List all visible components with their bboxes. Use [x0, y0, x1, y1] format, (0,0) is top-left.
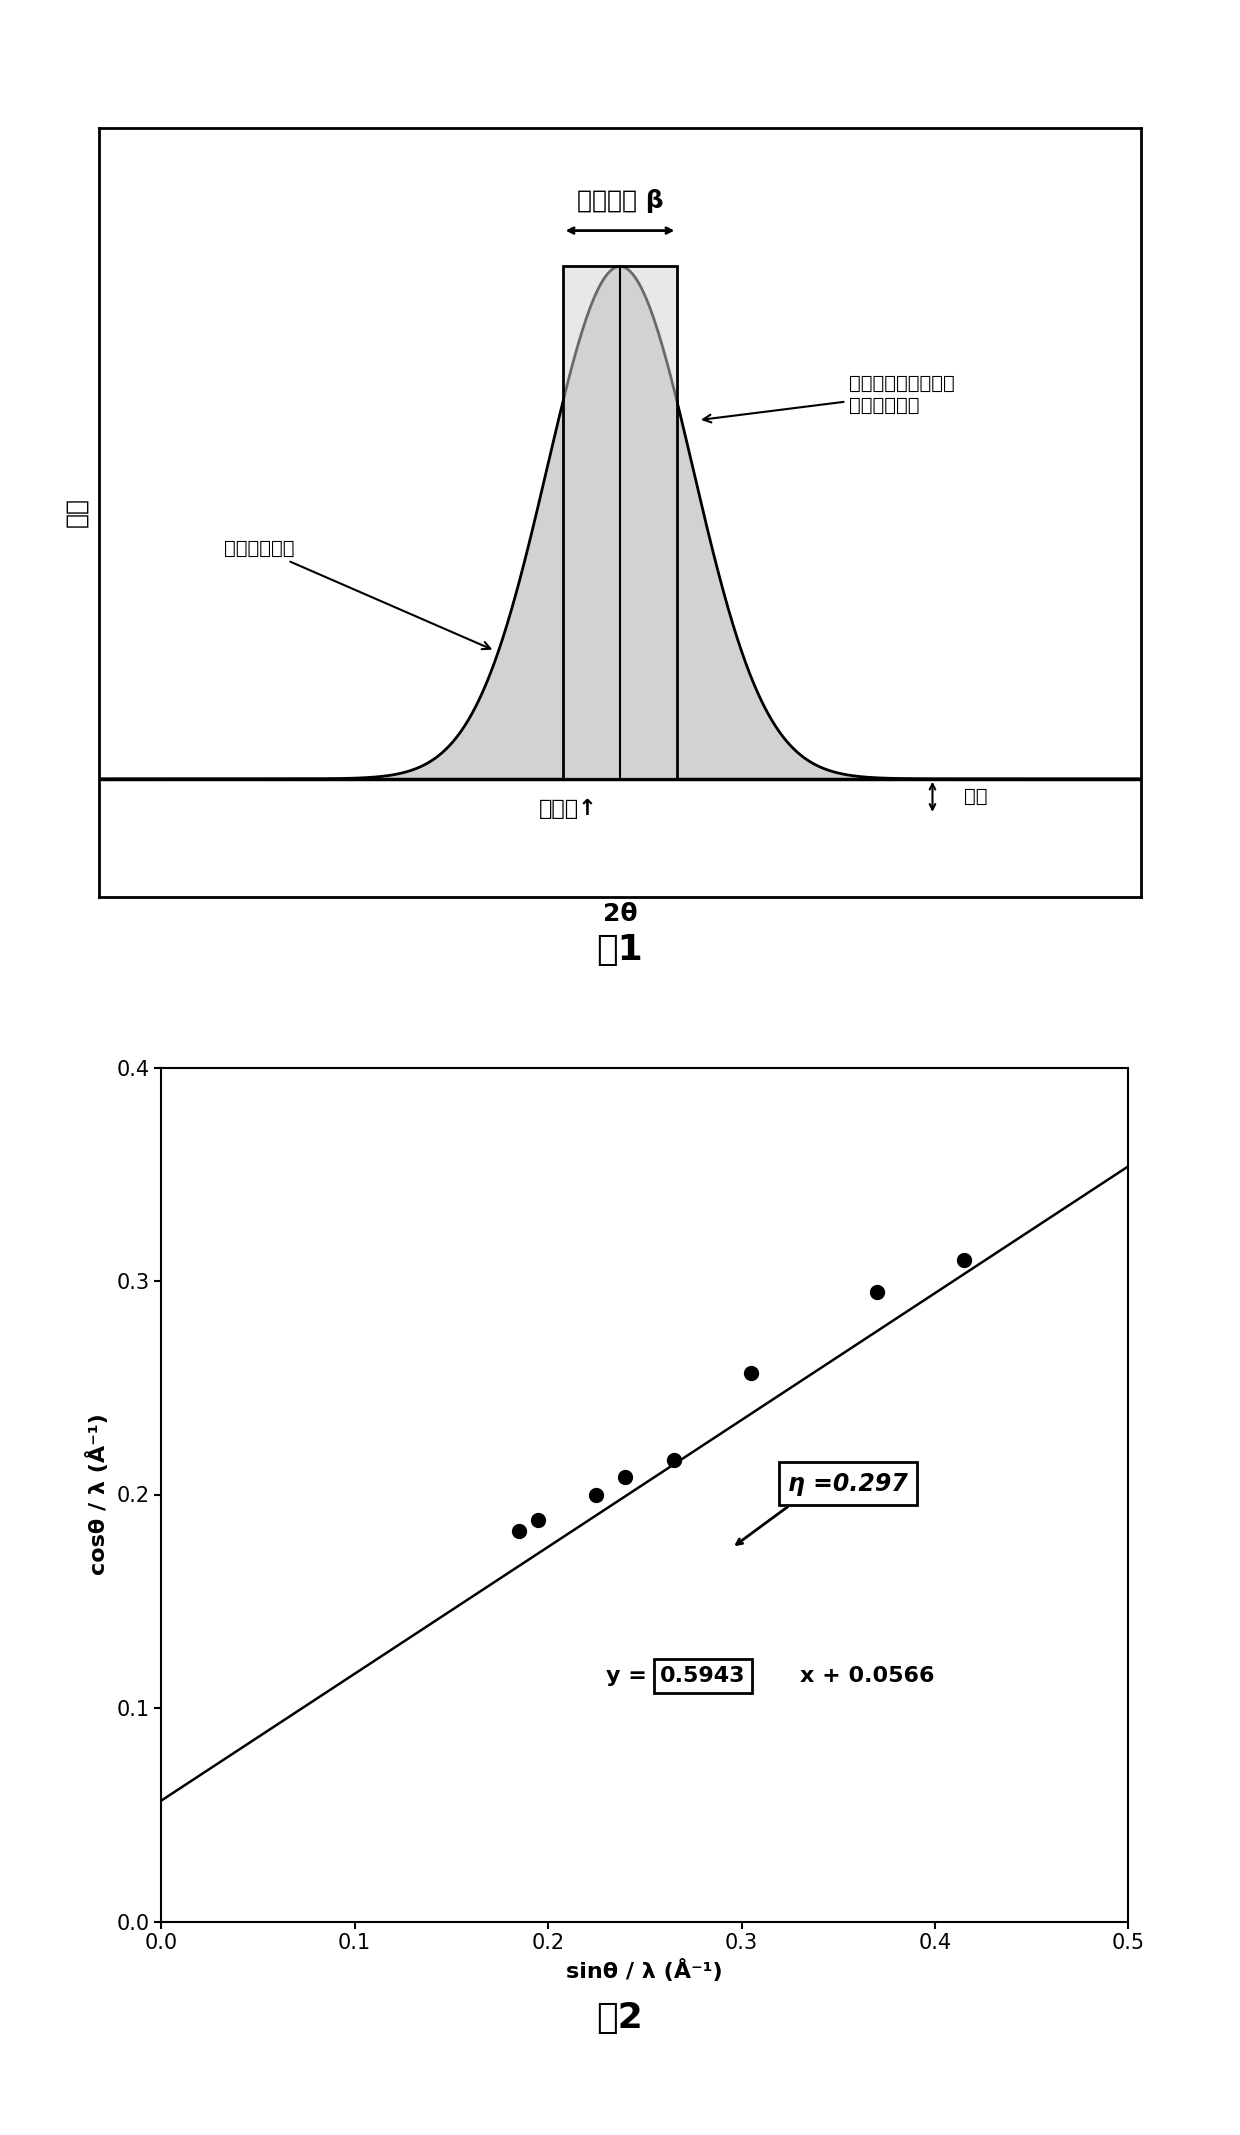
Text: 背景: 背景 — [963, 788, 987, 807]
Bar — [563, 267, 677, 779]
Text: 图2: 图2 — [596, 2000, 644, 2035]
Point — [954, 1243, 973, 1277]
Bar — [563, 267, 677, 779]
Text: 测定峰、面积和高度
相同的长方形: 测定峰、面积和高度 相同的长方形 — [703, 374, 955, 423]
Y-axis label: 强度: 强度 — [64, 497, 88, 527]
Text: x + 0.0566: x + 0.0566 — [800, 1665, 934, 1687]
Point — [867, 1275, 887, 1309]
Text: 0.5943: 0.5943 — [660, 1665, 745, 1687]
Text: 积分宽度 β: 积分宽度 β — [577, 188, 663, 214]
Point — [663, 1443, 683, 1477]
Point — [742, 1356, 761, 1390]
Text: 测定的衍射图: 测定的衍射图 — [224, 538, 490, 649]
Text: y =: y = — [606, 1665, 655, 1687]
X-axis label: 2θ: 2θ — [603, 903, 637, 927]
X-axis label: sinθ / λ (Å⁻¹): sinθ / λ (Å⁻¹) — [567, 1958, 723, 1981]
Point — [528, 1503, 548, 1537]
Text: η =0.297: η =0.297 — [787, 1471, 908, 1497]
Point — [510, 1514, 529, 1548]
Point — [615, 1460, 635, 1494]
Text: 峰位置↑: 峰位置↑ — [538, 798, 598, 820]
Text: 图1: 图1 — [596, 933, 644, 967]
Point — [587, 1477, 606, 1512]
Y-axis label: cosθ / λ (Å⁻¹): cosθ / λ (Å⁻¹) — [87, 1413, 109, 1576]
